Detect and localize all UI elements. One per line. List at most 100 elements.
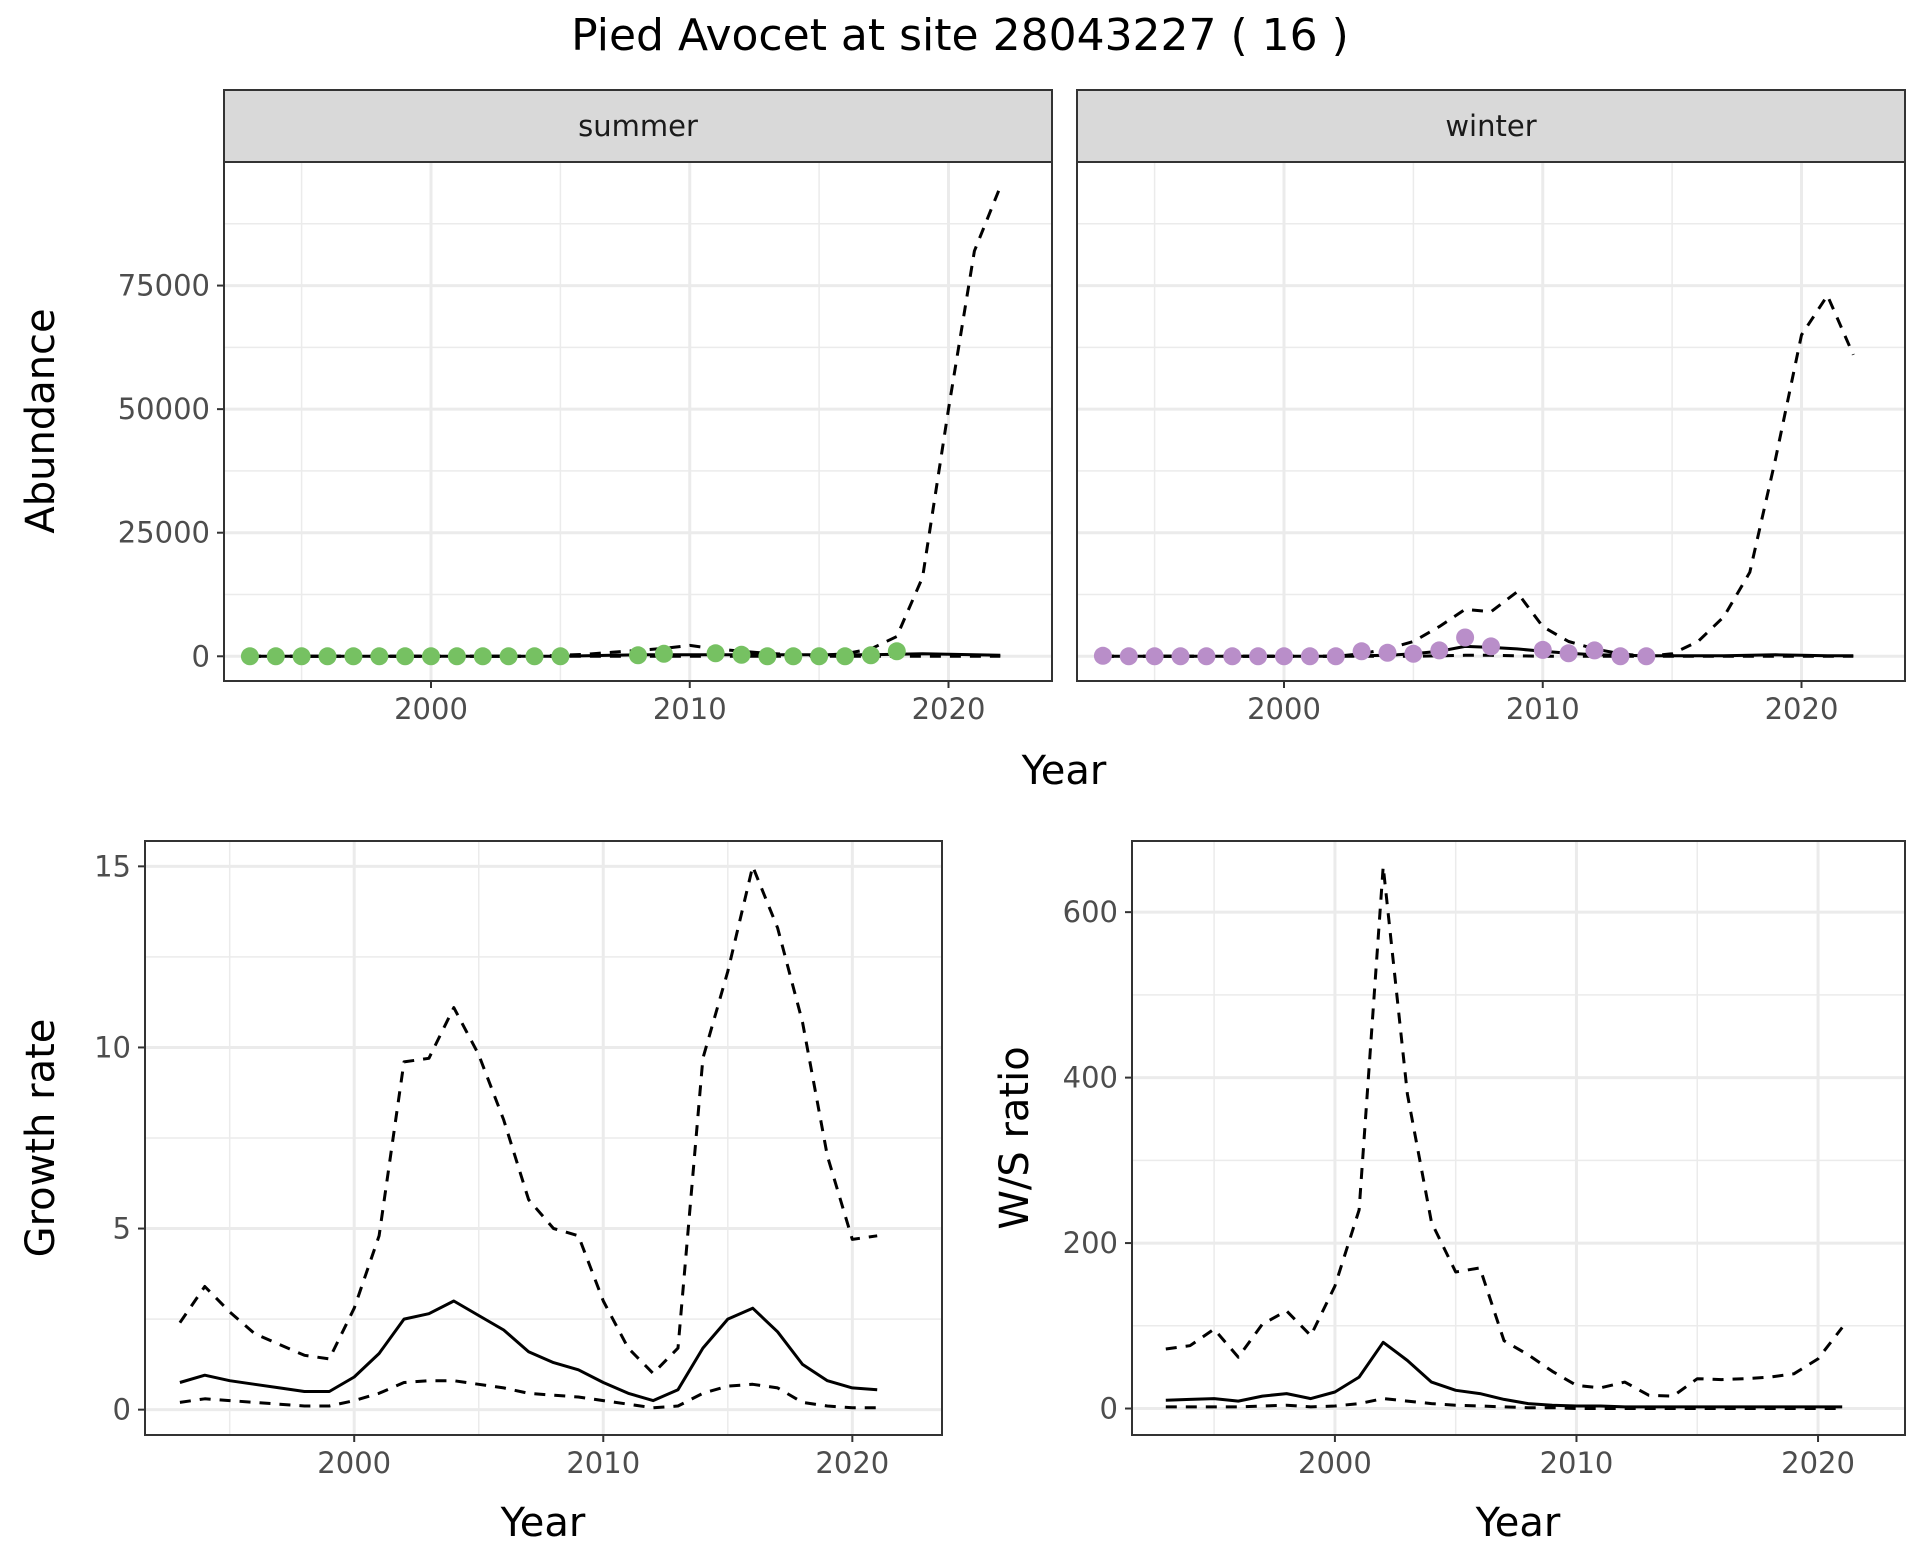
y-tick-label: 200 [1063,1226,1118,1260]
x-tick-label: 2000 [1247,692,1321,726]
winter-observed-point [1611,647,1630,666]
ws-ratio-y-axis: 0 200 400 600 [1063,895,1132,1426]
summer-observed-point [887,642,906,661]
winter-observed-point [1249,647,1268,666]
growth-rate-lines [178,864,878,1410]
x-tick-label: 2010 [1506,692,1580,726]
winter-observed-point [1300,647,1319,666]
x-tick-label: 2000 [1298,1446,1372,1480]
ws-ratio-border [1131,840,1906,1436]
ratio-upper-line [1165,865,1844,1398]
growth-rate-grid [145,841,942,1435]
growth-mean-line [179,1299,878,1403]
winter-observed-point [1559,644,1578,663]
abundance-winter-grid [1077,162,1905,681]
growth-rate-y-axis: 0 5 10 15 [94,849,145,1427]
summer-observed-point [473,647,492,666]
strip-label-winter: winter [1445,109,1536,143]
winter-observed-point [1223,647,1242,666]
y-tick-label: 75000 [118,269,210,303]
y-tick-label: 0 [192,639,210,673]
summer-observed-point [447,647,466,666]
x-tick-label: 2010 [1540,1446,1614,1480]
summer-observed-point [525,647,544,666]
y-tick-label: 25000 [118,516,210,550]
abundance-x-axis-title: Year [1021,748,1107,794]
figure-title: Pied Avocet at site 28043227 ( 16 ) [571,10,1349,61]
summer-observed-point [810,647,829,666]
ws-ratio-x-axis: 2000 2010 2020 [1298,1435,1855,1480]
strip-winter [1076,89,1906,163]
winter-observed-point [1404,644,1423,663]
summer-upper-line [249,186,1002,658]
summer-observed-point [706,644,725,663]
ws-ratio-lines [1165,865,1844,1410]
y-tick-label: 0 [1100,1392,1118,1426]
summer-observed-point [629,646,647,665]
summer-observed-point [758,647,777,666]
summer-observed-point [861,646,880,665]
winter-observed-point [1637,647,1656,666]
summer-observed-point [292,647,311,666]
abundance-y-axis-title: Abundance [18,308,64,533]
winter-observed-point [1482,637,1500,656]
winter-observed-point [1585,641,1604,660]
abundance-winter-x-axis: 2000 2010 2020 [1247,681,1838,726]
y-tick-label: 15 [94,849,131,883]
winter-observed-point [1145,647,1164,666]
abundance-summer-points [240,642,906,666]
winter-observed-point [1197,647,1216,666]
winter-observed-point [1378,643,1397,662]
summer-observed-point [266,647,285,666]
x-tick-label: 2020 [1781,1446,1855,1480]
summer-observed-point [836,647,854,666]
winter-observed-point [1352,642,1371,661]
x-tick-label: 2000 [394,692,468,726]
y-tick-label: 0 [113,1393,131,1427]
abundance-summer-border [223,161,1053,682]
winter-observed-point [1093,646,1112,665]
y-tick-label: 600 [1063,895,1118,929]
abundance-summer-lines [249,186,1002,658]
summer-observed-point [551,647,570,666]
growth-rate-x-axis-title: Year [500,1500,586,1546]
summer-mean-line [249,652,1001,658]
abundance-summer-x-axis: 2000 2010 2020 [394,681,985,726]
winter-observed-point [1275,647,1293,666]
summer-observed-point [422,647,440,666]
ws-ratio-y-axis-title: W/S ratio [992,1046,1038,1229]
y-tick-label: 400 [1063,1061,1118,1095]
x-tick-label: 2010 [566,1446,640,1480]
strip-summer [223,89,1053,163]
y-tick-label: 5 [113,1212,131,1246]
strip-label-summer: summer [578,109,698,143]
winter-observed-point [1430,641,1449,660]
growth-rate-border [144,840,943,1436]
summer-observed-point [499,647,518,666]
summer-observed-point [654,644,673,663]
abundance-winter-panel: winter 2000 2010 2020 [1076,89,1906,726]
x-tick-label: 2020 [1765,692,1839,726]
summer-observed-point [318,647,337,666]
abundance-winter-border [1076,161,1906,682]
summer-observed-point [784,647,803,666]
abundance-winter-lines [1102,294,1855,658]
growth-upper-line [178,864,878,1375]
growth-rate-y-axis-title: Growth rate [18,1019,64,1258]
ws-ratio-panel: 2000 2010 2020 0 200 400 600 [1063,840,1906,1480]
x-tick-label: 2020 [815,1446,889,1480]
growth-rate-x-axis: 2000 2010 2020 [317,1435,889,1480]
abundance-summer-grid [224,162,1052,681]
abundance-y-axis: 0 25000 50000 75000 [118,269,224,673]
winter-observed-point [1326,647,1345,666]
abundance-summer-panel: summer 2000 2010 2020 0 25000 50000 75000 [118,89,1053,726]
ratio-mean-line [1165,1340,1843,1409]
growth-rate-panel: 2000 2010 2020 0 5 10 15 [94,840,943,1480]
winter-observed-point [1456,628,1475,647]
abundance-winter-points [1093,628,1656,666]
summer-observed-point [732,645,751,664]
x-tick-label: 2010 [653,692,727,726]
x-tick-label: 2000 [317,1446,391,1480]
summer-observed-point [240,647,259,666]
